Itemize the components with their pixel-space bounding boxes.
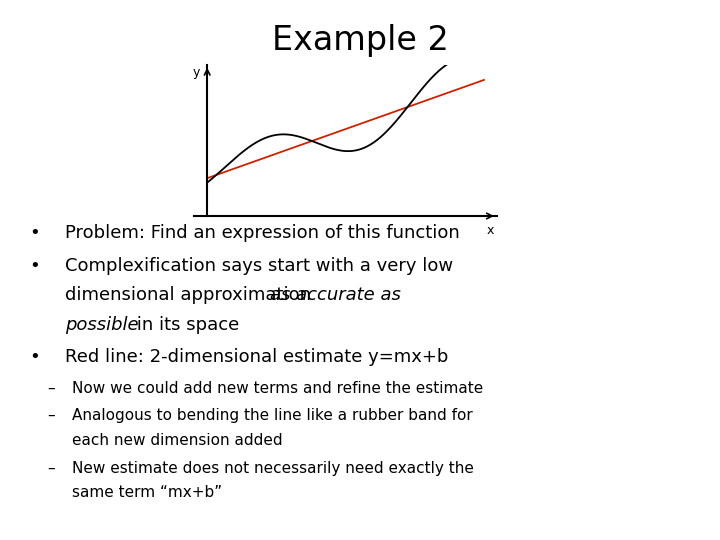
Text: New estimate does not necessarily need exactly the: New estimate does not necessarily need e… <box>72 461 474 476</box>
Text: Example 2: Example 2 <box>271 24 449 57</box>
Text: Analogous to bending the line like a rubber band for: Analogous to bending the line like a rub… <box>72 408 473 423</box>
Text: as accurate as: as accurate as <box>270 286 401 304</box>
Text: x: x <box>487 224 494 237</box>
Text: –: – <box>47 408 55 423</box>
Text: –: – <box>47 381 55 396</box>
Text: Problem: Find an expression of this function: Problem: Find an expression of this func… <box>65 224 459 242</box>
Text: Red line: 2-dimensional estimate y=mx+b: Red line: 2-dimensional estimate y=mx+b <box>65 348 448 366</box>
Text: Now we could add new terms and refine the estimate: Now we could add new terms and refine th… <box>72 381 483 396</box>
Text: same term “mx+b”: same term “mx+b” <box>72 485 222 501</box>
Text: •: • <box>29 256 40 274</box>
Text: •: • <box>29 348 40 366</box>
Text: possible: possible <box>65 316 138 334</box>
Text: Complexification says start with a very low: Complexification says start with a very … <box>65 256 453 274</box>
Text: •: • <box>29 224 40 242</box>
Text: y: y <box>193 66 200 79</box>
Text: dimensional approximation: dimensional approximation <box>65 286 317 304</box>
Text: each new dimension added: each new dimension added <box>72 433 283 448</box>
Text: –: – <box>47 461 55 476</box>
Text: in its space: in its space <box>131 316 239 334</box>
